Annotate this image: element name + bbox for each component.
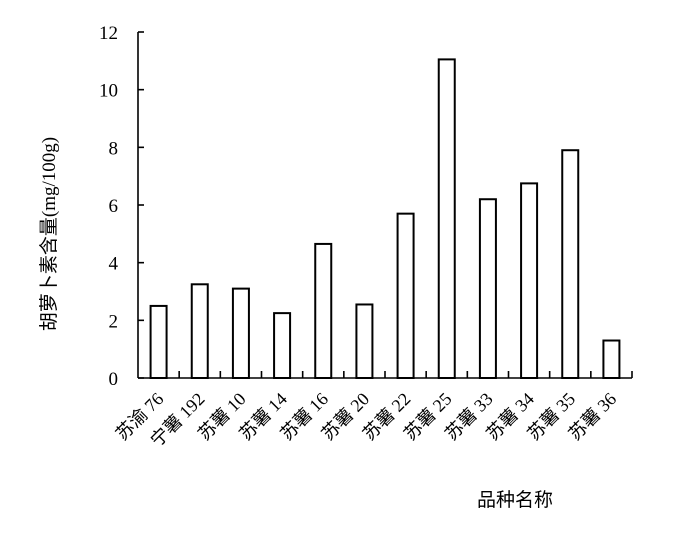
y-axis-label: 胡萝卜素含量(mg/100g)	[38, 137, 60, 331]
x-axis-label: 品种名称	[477, 489, 553, 511]
y-tick-label: 12	[99, 23, 118, 44]
bar	[602, 339, 621, 379]
bar	[437, 58, 456, 380]
bar	[314, 242, 333, 379]
bar	[478, 198, 497, 379]
bar	[520, 182, 539, 379]
bar	[561, 149, 580, 379]
bar	[396, 212, 415, 379]
bar	[149, 304, 168, 379]
bar	[190, 283, 209, 379]
bar	[231, 287, 250, 379]
y-tick-label: 2	[109, 311, 119, 332]
y-tick-label: 6	[109, 196, 119, 217]
bar	[273, 312, 292, 379]
y-tick-label: 10	[99, 81, 118, 102]
bar	[355, 303, 374, 380]
y-tick-label: 8	[109, 138, 119, 159]
y-tick-label: 0	[109, 369, 119, 390]
y-tick-label: 4	[109, 254, 119, 275]
